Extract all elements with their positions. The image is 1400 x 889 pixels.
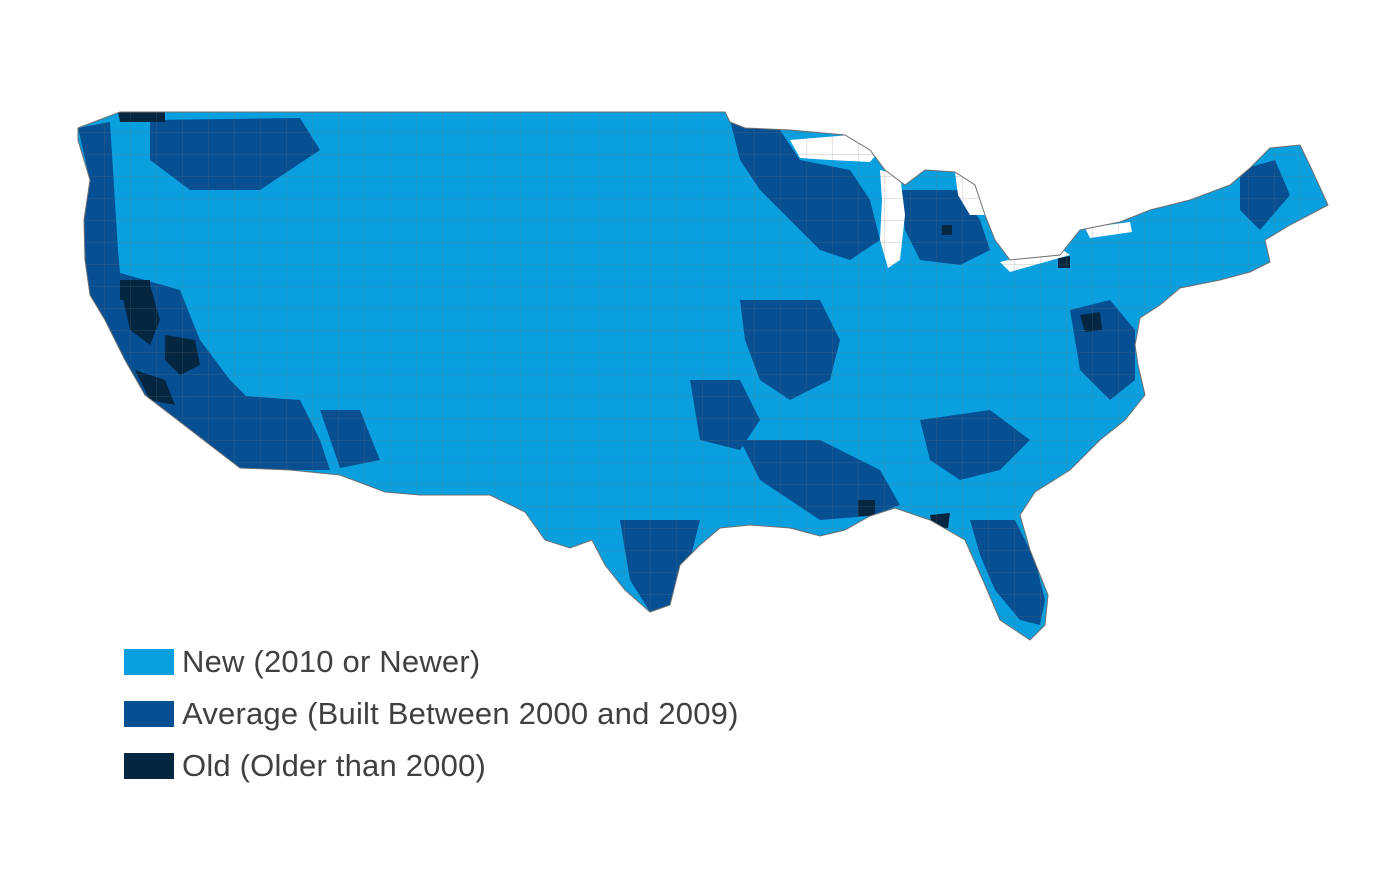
legend-item-new: New (2010 or Newer) — [124, 636, 739, 688]
legend-label-average: Average (Built Between 2000 and 2009) — [182, 696, 739, 731]
legend-label-old: Old (Older than 2000) — [182, 748, 487, 783]
legend-swatch-average — [124, 701, 174, 727]
legend-item-old: Old (Older than 2000) — [124, 740, 739, 792]
legend-swatch-new — [124, 649, 174, 675]
legend: New (2010 or Newer) Average (Built Betwe… — [124, 636, 739, 792]
legend-label-new: New (2010 or Newer) — [182, 644, 481, 679]
legend-item-average: Average (Built Between 2000 and 2009) — [124, 688, 739, 740]
legend-swatch-old — [124, 753, 174, 779]
